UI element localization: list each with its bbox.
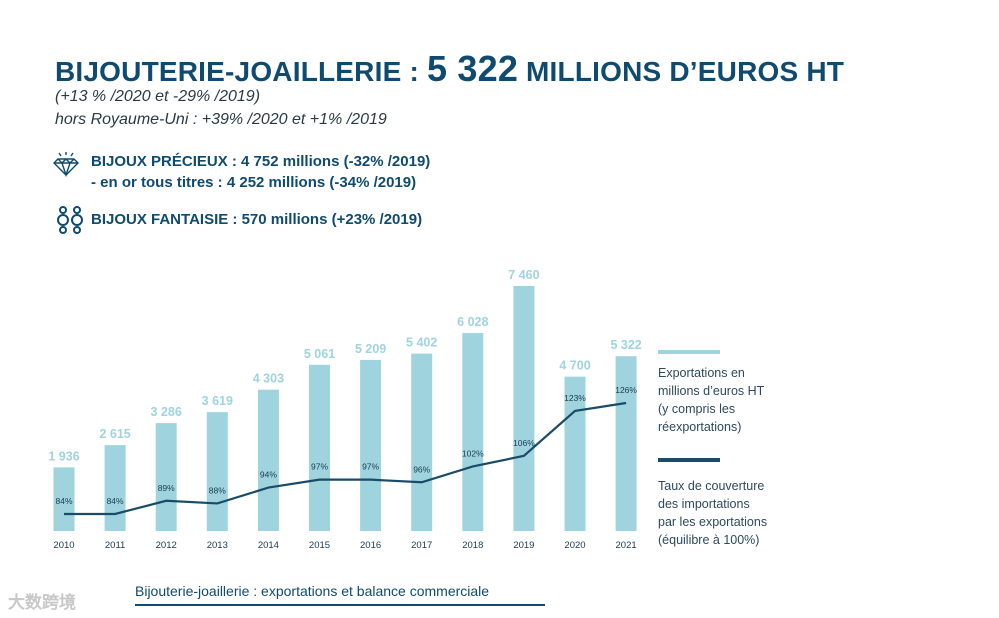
title-value: 5 322 <box>426 48 519 89</box>
watermark: 大数跨境 <box>8 593 76 612</box>
coverage-label-2015: 97% <box>311 462 328 472</box>
bar-2012 <box>155 423 177 531</box>
bar-value-label-2021: 5 322 <box>610 338 641 352</box>
x-tick-label-2010: 2010 <box>53 540 74 551</box>
bar-value-label-2014: 4 303 <box>253 372 284 386</box>
caption-underline <box>135 604 545 606</box>
legend-exports-swatch <box>658 350 720 354</box>
x-tick-label-2016: 2016 <box>360 540 381 551</box>
bar-value-label-2013: 3 619 <box>202 394 233 408</box>
coverage-label-2019: 106% <box>513 438 535 448</box>
bar-2021 <box>615 356 637 531</box>
x-tick-label-2014: 2014 <box>258 540 279 551</box>
bar-2014 <box>257 389 279 531</box>
bar-value-label-2011: 2 615 <box>99 427 130 441</box>
coverage-label-2018: 102% <box>462 448 484 458</box>
bar-2017 <box>411 353 433 531</box>
x-tick-label-2018: 2018 <box>462 540 483 551</box>
chart-caption: Bijouterie-joaillerie : exportations et … <box>135 583 490 599</box>
bar-value-label-2017: 5 402 <box>406 336 437 350</box>
bar-value-label-2012: 3 286 <box>151 405 182 419</box>
x-tick-label-2012: 2012 <box>156 540 177 551</box>
coverage-label-2013: 88% <box>209 485 226 495</box>
legend-coverage-swatch <box>658 458 720 462</box>
x-tick-label-2011: 2011 <box>105 540 125 551</box>
bar-value-label-2016: 5 209 <box>355 342 386 356</box>
bar-2018 <box>462 333 484 531</box>
bar-2015 <box>309 364 330 531</box>
title-prefix: BIJOUTERIE-JOAILLERIE : <box>55 56 427 87</box>
bar-value-label-2015: 5 061 <box>304 347 335 361</box>
bar-value-label-2019: 7 460 <box>508 268 539 282</box>
page-title: BIJOUTERIE-JOAILLERIE : 5 322 MILLIONS D… <box>55 48 844 90</box>
subtitle-excl-uk: hors Royaume-Uni : +39% /2020 et +1% /20… <box>55 111 387 128</box>
bar-value-label-2018: 6 028 <box>457 315 488 329</box>
earrings-icon <box>57 206 83 234</box>
coverage-line <box>64 401 627 516</box>
bar-2011 <box>104 445 126 531</box>
coverage-label-2017: 96% <box>413 464 430 474</box>
bar-value-label-2020: 4 700 <box>559 359 590 373</box>
bar-2019 <box>513 286 535 531</box>
coverage-label-2011: 84% <box>107 496 124 506</box>
coverage-label-2016: 97% <box>362 462 379 472</box>
x-tick-label-2019: 2019 <box>513 540 534 551</box>
x-tick-label-2020: 2020 <box>564 540 585 551</box>
bar-2010 <box>53 467 75 531</box>
x-tick-label-2017: 2017 <box>411 540 432 551</box>
diamond-icon <box>53 152 79 177</box>
bar-2013 <box>206 412 228 531</box>
coverage-label-2012: 89% <box>158 483 175 493</box>
coverage-label-2014: 94% <box>260 470 277 480</box>
title-suffix: MILLIONS D’EUROS HT <box>518 56 845 87</box>
bijoux-precieux-line: BIJOUX PRÉCIEUX : 4 752 millions (-32% /… <box>91 153 431 170</box>
bar-value-label-2010: 1 936 <box>48 449 79 463</box>
x-tick-label-2015: 2015 <box>309 540 330 551</box>
bijoux-fantaisie-line: BIJOUX FANTAISIE : 570 millions (+23% /2… <box>91 211 423 228</box>
x-tick-label-2021: 2021 <box>616 540 637 551</box>
coverage-label-2010: 84% <box>55 496 72 506</box>
bijoux-or-line: - en or tous titres : 4 252 millions (-3… <box>91 174 417 191</box>
bar-2016 <box>360 359 382 531</box>
x-tick-label-2013: 2013 <box>207 540 228 551</box>
subtitle-growth: (+13 % /2020 et -29% /2019) <box>55 88 261 105</box>
coverage-label-2021: 126% <box>615 385 637 395</box>
legend-exports-label: Exportations en millions d’euros HT (y c… <box>658 366 765 434</box>
coverage-label-2020: 123% <box>564 393 586 403</box>
legend-coverage-label: Taux de couverture des importations par … <box>658 479 768 547</box>
